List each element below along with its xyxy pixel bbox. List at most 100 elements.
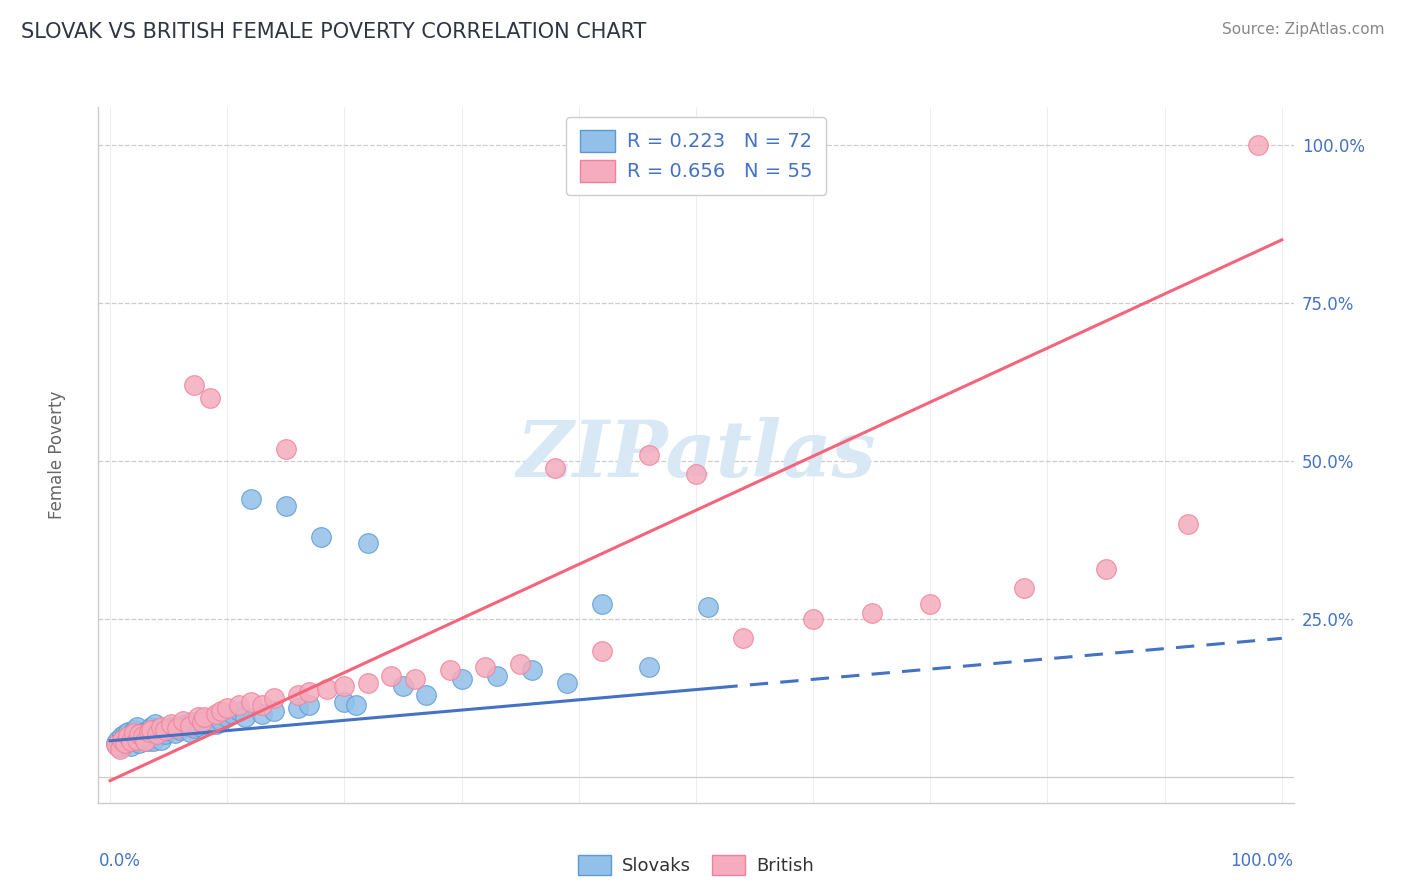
Point xyxy=(160,720,183,734)
Point xyxy=(111,734,134,748)
Point xyxy=(309,530,332,544)
Point xyxy=(122,726,145,740)
Point xyxy=(298,698,321,712)
Text: Source: ZipAtlas.com: Source: ZipAtlas.com xyxy=(1222,22,1385,37)
Text: SLOVAK VS BRITISH FEMALE POVERTY CORRELATION CHART: SLOVAK VS BRITISH FEMALE POVERTY CORRELA… xyxy=(21,22,647,42)
Point xyxy=(111,730,134,744)
Point xyxy=(125,734,148,748)
Point xyxy=(163,726,186,740)
Point xyxy=(217,710,239,724)
Point xyxy=(107,732,129,747)
Point xyxy=(127,732,149,747)
Point xyxy=(127,720,149,734)
Point xyxy=(149,720,172,734)
Point xyxy=(357,536,380,550)
Point xyxy=(142,734,165,748)
Point xyxy=(187,718,209,732)
Point xyxy=(801,612,824,626)
Point xyxy=(1177,517,1199,532)
Point xyxy=(860,606,883,620)
Point xyxy=(252,707,274,722)
Point xyxy=(112,738,135,752)
Point xyxy=(181,714,204,729)
Point xyxy=(136,734,159,748)
Point xyxy=(544,460,567,475)
Point xyxy=(252,698,274,712)
Point xyxy=(160,716,183,731)
Point xyxy=(520,663,543,677)
Point xyxy=(638,448,661,462)
Point xyxy=(392,679,415,693)
Point xyxy=(155,723,177,737)
Point xyxy=(344,698,367,712)
Point xyxy=(172,720,194,734)
Point xyxy=(169,723,191,737)
Point xyxy=(152,725,174,739)
Point xyxy=(166,718,188,732)
Point xyxy=(190,712,212,726)
Point xyxy=(108,740,131,755)
Point xyxy=(141,720,163,734)
Point xyxy=(228,704,250,718)
Point xyxy=(134,734,156,748)
Point xyxy=(233,710,256,724)
Point xyxy=(439,663,461,677)
Point xyxy=(138,725,160,739)
Point xyxy=(555,675,578,690)
Point xyxy=(485,669,508,683)
Point xyxy=(146,727,169,741)
Point xyxy=(211,704,233,718)
Point xyxy=(131,726,153,740)
Point xyxy=(120,732,141,747)
Text: ZIPatlas: ZIPatlas xyxy=(516,417,876,493)
Point xyxy=(134,725,156,739)
Point xyxy=(120,734,142,748)
Point xyxy=(638,660,661,674)
Point xyxy=(1095,562,1118,576)
Point xyxy=(114,727,136,741)
Point xyxy=(274,499,297,513)
Point xyxy=(204,716,226,731)
Point xyxy=(228,698,250,712)
Point xyxy=(1012,581,1035,595)
Text: 100.0%: 100.0% xyxy=(1230,852,1294,870)
Point xyxy=(128,727,150,741)
Legend: Slovaks, British: Slovaks, British xyxy=(569,847,823,884)
Point xyxy=(287,688,309,702)
Point xyxy=(239,695,262,709)
Point xyxy=(155,727,177,741)
Text: Female Poverty: Female Poverty xyxy=(48,391,66,519)
Point xyxy=(117,725,139,739)
Point xyxy=(134,732,156,747)
Point xyxy=(114,736,136,750)
Point xyxy=(174,716,197,731)
Point xyxy=(190,714,212,729)
Point xyxy=(204,707,226,722)
Point xyxy=(146,727,169,741)
Point xyxy=(315,681,337,696)
Point xyxy=(193,710,215,724)
Point xyxy=(591,597,613,611)
Point xyxy=(172,714,194,728)
Point xyxy=(179,725,201,739)
Point xyxy=(685,467,707,481)
Point xyxy=(128,731,150,746)
Point xyxy=(105,736,128,750)
Point xyxy=(333,695,356,709)
Point xyxy=(117,730,139,744)
Point xyxy=(128,736,150,750)
Point xyxy=(193,716,215,731)
Point xyxy=(920,597,942,611)
Point xyxy=(450,673,472,687)
Point xyxy=(111,732,134,747)
Point xyxy=(222,707,245,722)
Point xyxy=(298,685,321,699)
Point xyxy=(108,742,131,756)
Point xyxy=(132,730,155,744)
Point xyxy=(138,723,160,737)
Point xyxy=(404,673,426,687)
Point xyxy=(120,739,142,753)
Point xyxy=(202,710,225,724)
Point xyxy=(474,660,496,674)
Point xyxy=(198,391,221,405)
